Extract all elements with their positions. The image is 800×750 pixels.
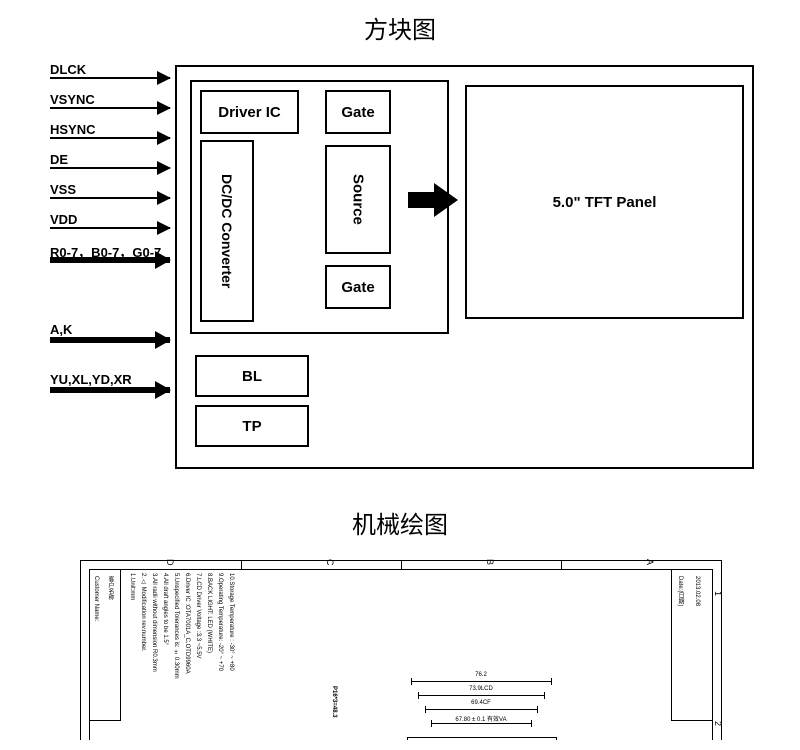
tp-box: TP — [195, 405, 309, 447]
source-box: Source — [325, 145, 391, 254]
block-diagram-title: 方块图 — [0, 0, 800, 55]
col-label: C — [325, 559, 335, 566]
note-line: 7.LCD Driver Voltage :3.3 ~5.5V — [195, 573, 201, 659]
dimension: 67.80 ± 0.1 有效VA — [451, 714, 511, 723]
note-line: 1.Unit:mm — [129, 573, 135, 600]
dimension: 73.9LCD — [451, 686, 511, 692]
gate-box: Gate — [325, 265, 391, 309]
signal-arrow — [50, 227, 170, 229]
mechanical-title: 机械绘图 — [0, 495, 800, 550]
dim-label: P16*3=48.3 — [331, 686, 337, 718]
col-label: B — [485, 559, 495, 565]
tft-panel-box: 5.0" TFT Panel — [465, 85, 744, 319]
signal-arrow — [50, 197, 170, 199]
dcdc-box: DC/DC Converter — [200, 140, 254, 322]
mechanical-drawing: D C B A 1 2Date:(日期)2013.02.08 Customer Name:客… — [20, 550, 780, 740]
signal-arrow — [50, 107, 170, 109]
note-line: 5.Unspecified Tolerances is: ± 0.30mm — [173, 573, 179, 679]
signal-label: A,K — [50, 322, 72, 337]
dimension: 69.4CF — [451, 700, 511, 706]
note-line: 6.Driver IC :OTA7001A_C,OTD9960A — [184, 573, 190, 674]
customer-cell: Customer Name:客户名称 — [89, 569, 121, 721]
note-line: 8.BACK LIGHT: LED (WHITE) — [206, 573, 212, 653]
row-label: 2 — [713, 721, 723, 726]
signal-arrow — [50, 167, 170, 169]
signal-label: YU,XL,YD,XR — [50, 372, 132, 387]
signal-label: VSS — [50, 182, 76, 197]
note-line: 2.△ Modification rev.number. — [140, 573, 147, 652]
dimension: 76.2 — [451, 672, 511, 678]
col-label: A — [645, 559, 655, 565]
note-line: 9.Operating Temperature: -20° ~ +70 — [217, 573, 223, 671]
signal-label: DLCK — [50, 62, 86, 77]
gate-box: Gate — [325, 90, 391, 134]
driver-ic-box: Driver IC — [200, 90, 299, 134]
note-line: 4.All draft angles to be 1.5° — [162, 573, 168, 645]
signal-label: HSYNC — [50, 122, 96, 137]
block-arrow-icon — [408, 183, 458, 222]
mech-frame: D C B A 1 2Date:(日期)2013.02.08 Customer Name:客… — [80, 560, 722, 740]
signal-arrow — [50, 337, 170, 343]
signal-arrow — [50, 257, 170, 263]
signal-label: DE — [50, 152, 68, 167]
signal-arrow — [50, 77, 170, 79]
signal-label: VDD — [50, 212, 77, 227]
signal-arrow — [50, 137, 170, 139]
col-label: D — [165, 559, 175, 566]
signal-arrow — [50, 387, 170, 393]
bl-box: BL — [195, 355, 309, 397]
note-line: 10.Storage Temperature : -30° ~ +80 — [228, 573, 234, 671]
date-cell: Date:(日期)2013.02.08 — [671, 569, 713, 721]
signal-label: VSYNC — [50, 92, 95, 107]
row-label: 1 — [713, 591, 723, 596]
note-line: 3.All radii without dimension R0.3mm — [151, 573, 157, 672]
block-diagram: DLCKVSYNCHSYNCDEVSSVDDR0-7，B0-7，G0-7A,KY… — [20, 55, 780, 495]
